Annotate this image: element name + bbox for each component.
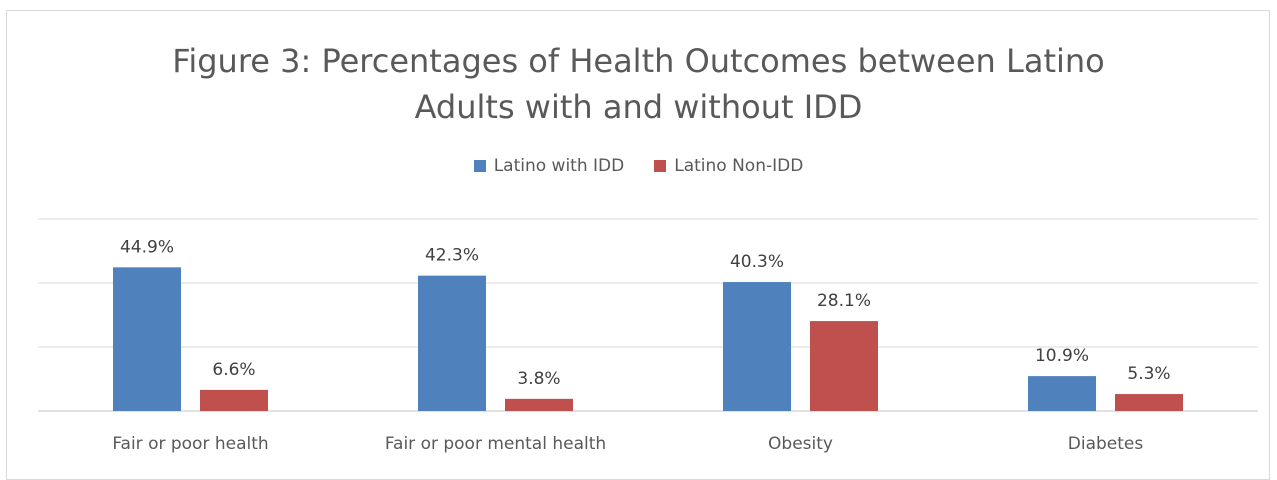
legend-label-series-2: Latino Non-IDD bbox=[674, 156, 804, 176]
legend-label-series-1: Latino with IDD bbox=[493, 156, 625, 176]
data-label: 40.3% bbox=[730, 252, 784, 272]
legend-item-series-1: Latino with IDD bbox=[473, 156, 625, 176]
bar-non-idd bbox=[1115, 394, 1183, 411]
data-label: 5.3% bbox=[1127, 364, 1170, 384]
category-label: Obesity bbox=[768, 434, 833, 454]
chart-title: Figure 3: Percentages of Health Outcomes… bbox=[0, 38, 1277, 130]
data-label: 44.9% bbox=[120, 237, 174, 257]
data-label: 3.8% bbox=[517, 369, 560, 389]
category-label: Diabetes bbox=[1068, 434, 1144, 454]
category-label: Fair or poor mental health bbox=[385, 434, 606, 454]
bar-non-idd bbox=[810, 321, 878, 411]
data-label: 6.6% bbox=[212, 360, 255, 380]
data-label: 28.1% bbox=[817, 291, 871, 311]
chart-legend: Latino with IDD Latino Non-IDD bbox=[0, 156, 1277, 176]
bar-with-idd bbox=[418, 275, 486, 411]
chart-title-line-1: Figure 3: Percentages of Health Outcomes… bbox=[172, 42, 1105, 80]
data-label: 10.9% bbox=[1035, 346, 1089, 366]
bar-with-idd bbox=[1028, 376, 1096, 411]
bar-non-idd bbox=[200, 389, 268, 411]
bar-non-idd bbox=[505, 398, 573, 411]
data-label: 42.3% bbox=[425, 246, 479, 266]
bar-chart-plot: 44.9% 6.6% Fair or poor health 42.3% 3.8% Fai… bbox=[38, 218, 1258, 454]
bar-with-idd bbox=[723, 282, 791, 411]
legend-swatch-series-1 bbox=[473, 160, 486, 172]
legend-item-series-2: Latino Non-IDD bbox=[654, 156, 803, 176]
category-label: Fair or poor health bbox=[112, 434, 268, 454]
legend-swatch-series-2 bbox=[654, 160, 667, 172]
bar-with-idd bbox=[113, 267, 181, 411]
chart-title-line-2: Adults with and without IDD bbox=[414, 88, 863, 126]
